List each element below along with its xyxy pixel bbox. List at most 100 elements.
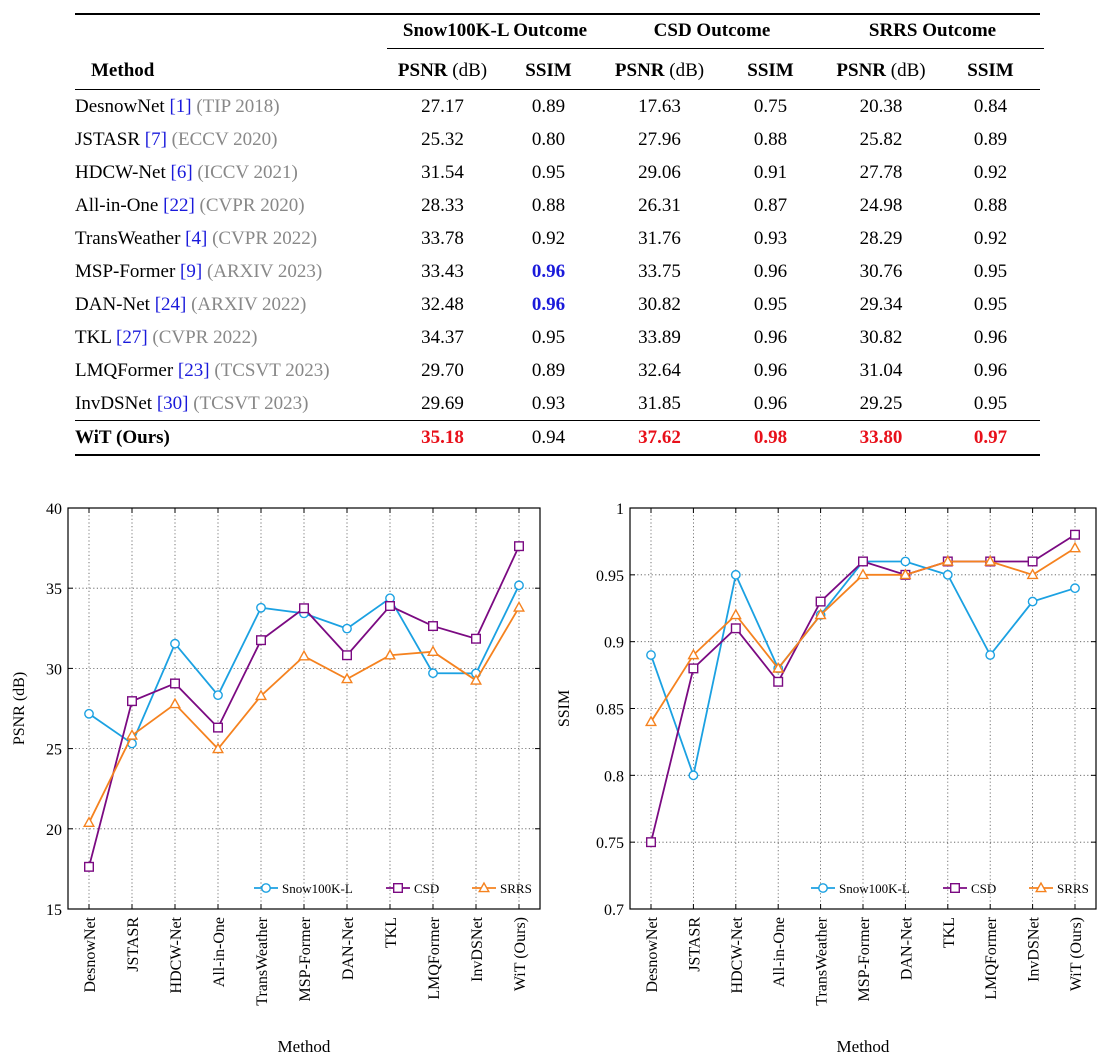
table-row: All-in-One [22] (CVPR 2020) 28.33 0.88 26.3… — [75, 189, 1040, 222]
legend-marker — [818, 883, 828, 893]
method-name: HDCW-Net [6] (ICCV 2021) — [75, 161, 298, 183]
data-point — [1069, 541, 1081, 553]
psnr-header: PSNR (dB) — [614, 60, 705, 81]
table-row: TransWeather [4] (CVPR 2022) 33.78 0.92 31.… — [75, 222, 1040, 255]
data-point — [645, 715, 657, 727]
data-point — [858, 556, 869, 567]
x-tick-label: All-in-One — [771, 917, 788, 987]
citation-link[interactable]: [7] — [144, 128, 167, 150]
table-cell: 29.25 — [859, 392, 903, 414]
legend-label: Snow100K-L — [282, 881, 353, 896]
group-header-snow100k: Snow100K-L Outcome — [387, 14, 603, 53]
table-cell: 28.29 — [859, 227, 903, 249]
table-cell: 32.64 — [638, 359, 681, 381]
table-cell: 0.97 — [941, 420, 1040, 455]
y-axis-title: PSNR (dB) — [11, 672, 28, 745]
series-csd — [83, 541, 525, 872]
data-point — [985, 650, 996, 660]
data-point — [688, 663, 699, 674]
venue-label: (TIP 2018) — [196, 95, 280, 117]
table-cell: 29.70 — [421, 359, 464, 381]
data-point — [900, 556, 911, 567]
y-axis-ticks: 0.7 0.75 0.8 0.85 0.9 0.95 1 — [596, 501, 1096, 919]
x-axis-title: Method — [278, 1037, 331, 1056]
data-point — [126, 696, 137, 707]
table-cell: 29.06 — [638, 161, 681, 183]
plot-frame — [629, 507, 1097, 910]
data-point — [169, 697, 181, 709]
table-row: LMQFormer [23] (TCSVT 2023) 29.70 0.89 32.6… — [75, 354, 1040, 387]
table-cell: 0.96 — [531, 260, 566, 282]
table-header-metrics: Method PSNR (dB) SSIM PSNR (dB) SSIM PSN… — [75, 53, 1040, 90]
table-header-groups: Snow100K-L Outcome CSD Outcome SRRS Outc… — [75, 14, 1044, 53]
legend-marker — [478, 881, 490, 893]
venue-label: (TCSVT 2023) — [214, 359, 330, 381]
citation-link[interactable]: [23] — [177, 359, 210, 381]
legend-marker — [1035, 881, 1047, 893]
y-tick-label: 0.8 — [604, 768, 624, 785]
method-name: DesnowNet [1] (TIP 2018) — [75, 89, 387, 123]
chart-grid — [68, 508, 540, 909]
data-point — [984, 555, 997, 566]
table-cell: 33.89 — [638, 326, 681, 348]
table-row: MSP-Former [9] (ARXIV 2023) 33.43 0.96 33.7… — [75, 255, 1040, 288]
table-cell: 0.95 — [973, 392, 1008, 414]
table-cell: 0.98 — [720, 420, 821, 455]
data-point — [773, 676, 784, 687]
table-cell: 28.33 — [421, 194, 464, 216]
table-cell: 30.82 — [859, 326, 903, 348]
y-tick-label: 0.75 — [596, 835, 624, 852]
table-cell: 27.96 — [638, 128, 681, 150]
y-tick-label: 1 — [616, 501, 624, 518]
method-name: TransWeather [4] (CVPR 2022) — [75, 227, 318, 249]
x-axis-title: Method — [837, 1037, 890, 1056]
table-cell: 0.92 — [973, 227, 1008, 249]
table-cell: 26.31 — [638, 194, 681, 216]
y-axis-ticks: 15 20 25 30 35 40 — [46, 501, 540, 919]
citation-link[interactable]: [24] — [154, 293, 187, 315]
citation-link[interactable]: [22] — [163, 194, 195, 216]
table-cell: 0.89 — [531, 359, 566, 381]
venue-label: (TCSVT 2023) — [193, 392, 309, 414]
x-tick-label: TKL — [941, 917, 958, 948]
table-cell: 0.96 — [753, 326, 788, 348]
venue-label: (CVPR 2022) — [152, 326, 258, 348]
x-axis-ticks: DesnowNet JSTASR HDCW-Net All-in-One TransWe… — [644, 508, 1085, 1006]
x-tick-label: InvDSNet — [1026, 916, 1043, 981]
data-point — [341, 672, 353, 684]
x-tick-label: All-in-One — [211, 917, 228, 987]
citation-link[interactable]: [6] — [170, 161, 193, 183]
method-name: InvDSNet [30] (TCSVT 2023) — [75, 392, 309, 414]
citation-link[interactable]: [30] — [156, 392, 189, 414]
y-tick-label: 0.85 — [596, 702, 624, 719]
table-row: DesnowNet [1] (TIP 2018) 27.17 0.89 17.63 0.… — [75, 89, 1040, 123]
legend-label: CSD — [414, 881, 439, 896]
venue-label: (ICCV 2021) — [197, 161, 298, 183]
citation-link[interactable]: [9] — [180, 260, 203, 282]
data-point — [899, 568, 912, 580]
table-cell: 0.80 — [531, 128, 566, 150]
data-point — [1026, 568, 1039, 580]
data-point — [212, 722, 223, 733]
x-tick-label: DesnowNet — [644, 916, 661, 992]
series-line — [88, 606, 520, 824]
table-cell: 0.94 — [498, 420, 599, 455]
legend-label: SRRS — [500, 881, 532, 896]
x-tick-label: InvDSNet — [469, 916, 486, 981]
table-cell: 0.92 — [531, 227, 566, 249]
data-point — [729, 608, 742, 620]
table-row: TKL [27] (CVPR 2022) 34.37 0.95 33.89 0.96 30… — [75, 321, 1040, 354]
citation-link[interactable]: [1] — [169, 95, 192, 117]
data-point — [428, 621, 439, 632]
table-cell: 0.93 — [531, 392, 566, 414]
table-cell: 34.37 — [421, 326, 464, 348]
citation-link[interactable]: [4] — [185, 227, 208, 249]
results-table: Snow100K-L Outcome CSD Outcome SRRS Outc… — [75, 13, 1044, 456]
table-cell: 31.04 — [859, 359, 903, 381]
method-name: WiT (Ours) — [75, 420, 387, 455]
table-cell: 0.89 — [498, 89, 599, 123]
citation-link[interactable]: [27] — [115, 326, 148, 348]
table-cell: 0.96 — [973, 326, 1008, 348]
data-point — [470, 673, 482, 685]
data-point — [646, 650, 656, 660]
